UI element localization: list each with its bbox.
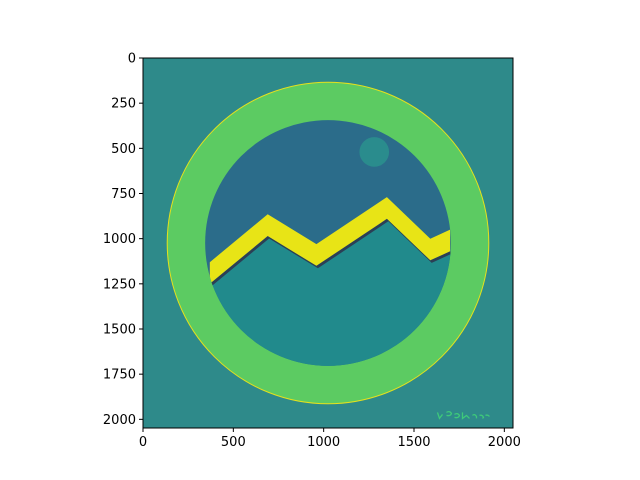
plot-area	[143, 58, 513, 428]
x-tick-label: 2000	[488, 435, 521, 450]
y-tick-label: 0	[128, 52, 136, 67]
x-tick-label: 0	[139, 435, 147, 450]
y-tick-label: 1500	[103, 322, 136, 337]
x-tick-label: 1000	[307, 435, 340, 450]
y-tick-label: 1250	[103, 277, 136, 292]
axes-frame	[142, 57, 514, 429]
y-tick-label: 1000	[103, 232, 136, 247]
logo-mountain-band	[209, 197, 451, 284]
watermark-scribble	[436, 410, 490, 420]
logo-moon	[359, 137, 390, 167]
y-tick-label: 2000	[103, 413, 136, 428]
y-tick-label: 500	[111, 142, 136, 157]
y-axis: 0 250 500 750 1000 1250 1500 1750 2000	[103, 52, 143, 428]
y-tick-label: 250	[111, 97, 136, 112]
x-tick-label: 500	[221, 435, 246, 450]
x-tick-label: 1500	[397, 435, 430, 450]
y-tick-label: 1750	[103, 368, 136, 383]
y-tick-label: 750	[111, 187, 136, 202]
x-axis: 0 500 1000 1500 2000	[139, 428, 521, 450]
